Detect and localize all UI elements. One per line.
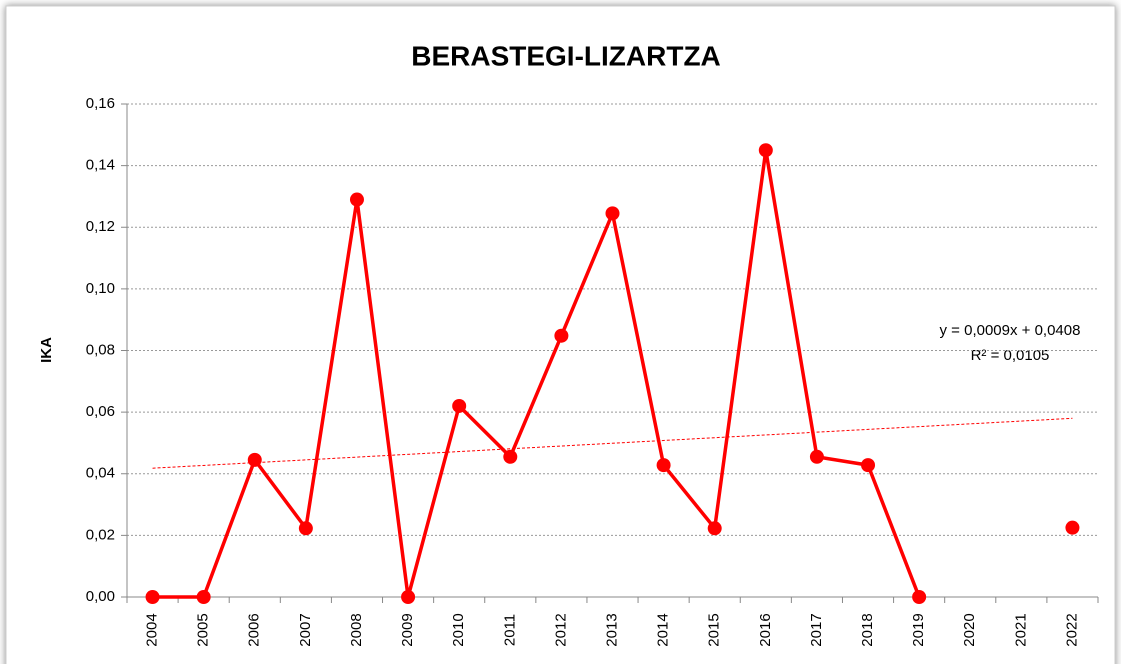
data-point [605, 206, 620, 221]
x-tick-label: 2004 [144, 613, 161, 646]
x-tick-label: 2016 [757, 613, 774, 646]
x-tick-label: 2014 [655, 613, 672, 646]
x-tick-label: 2009 [399, 613, 416, 646]
data-point [758, 143, 773, 158]
data-point [298, 521, 313, 536]
y-tick-label: 0,16 [86, 95, 115, 112]
data-point [861, 458, 876, 473]
x-tick-label: 2007 [297, 613, 314, 646]
data-point [452, 398, 467, 413]
y-tick-label: 0,14 [86, 157, 115, 174]
data-point [912, 590, 927, 604]
x-tick-label: 2015 [706, 613, 723, 646]
data-point [196, 590, 211, 604]
data-point [809, 449, 824, 464]
x-tick-label: 2008 [348, 613, 365, 646]
x-tick-label: 2013 [603, 613, 620, 646]
x-tick-label: 2011 [501, 614, 518, 646]
data-point [707, 521, 722, 536]
y-tick-label: 0,10 [86, 280, 115, 297]
y-axis-label: IKA [38, 337, 55, 363]
x-tick-label: 2018 [859, 613, 876, 646]
x-tick-label: 2021 [1012, 613, 1029, 646]
data-point [247, 452, 262, 467]
data-point [656, 458, 671, 473]
trend-r2: R² = 0,0105 [971, 347, 1050, 364]
trendline [152, 417, 1073, 469]
y-tick-label: 0,08 [86, 341, 115, 358]
x-tick-label: 2010 [450, 613, 467, 646]
x-tick-label: 2017 [808, 613, 825, 646]
y-tick-label: 0,12 [86, 218, 115, 235]
x-tick-label: 2020 [961, 613, 978, 646]
data-point [401, 590, 416, 604]
x-tick-label: 2022 [1063, 613, 1080, 646]
x-tick-label: 2019 [910, 613, 927, 646]
data-point [145, 590, 160, 604]
data-point [1065, 520, 1080, 535]
data-point [503, 449, 518, 464]
y-tick-label: 0,06 [86, 403, 115, 420]
x-tick-label: 2005 [195, 613, 212, 646]
trend-equation: y = 0,0009x + 0,0408 [940, 322, 1081, 339]
data-point [349, 192, 364, 207]
y-tick-label: 0,04 [86, 465, 115, 482]
x-tick-label: 2012 [552, 613, 569, 646]
data-point [554, 328, 569, 343]
chart-title: BERASTEGI-LIZARTZA [411, 40, 721, 71]
y-tick-label: 0,00 [86, 588, 115, 605]
x-tick-label: 2006 [246, 613, 263, 646]
y-tick-label: 0,02 [86, 526, 115, 543]
